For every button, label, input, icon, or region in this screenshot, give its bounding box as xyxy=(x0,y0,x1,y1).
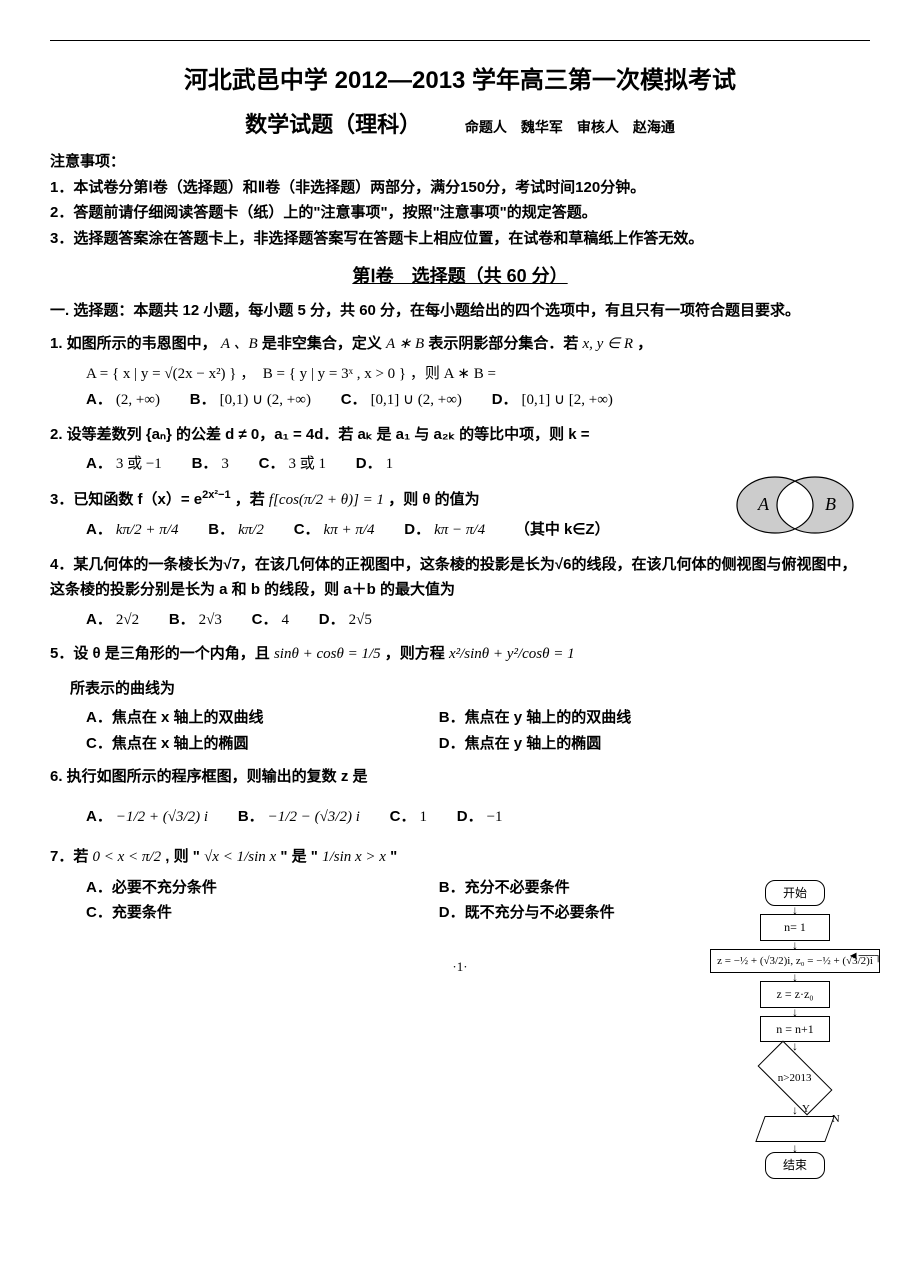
q1-stem: 1. 如图所示的韦恩图中， A 、B 是非空集合，定义 A ∗ B 表示阴影部分… xyxy=(50,331,870,358)
q5-b: ，则方程 xyxy=(385,645,449,662)
q6-opt-d: −1 xyxy=(487,809,503,825)
q2-opt-c: 3 或 1 xyxy=(289,456,327,472)
fc-n-init: n= 1 xyxy=(760,914,830,940)
q5-stem2: 所表示的曲线为 xyxy=(70,676,870,702)
q7-f3: 1/sin x > x xyxy=(322,849,386,865)
q3-b: ，若 xyxy=(235,491,269,508)
q7-d: " xyxy=(390,848,397,865)
q2-opt-b: 3 xyxy=(221,456,229,472)
section1-title: 第Ⅰ卷 选择题（共 60 分） xyxy=(50,261,870,292)
fc-cond-text: n>2013 xyxy=(778,1069,812,1088)
q3-opt-a: kπ/2 + π/4 xyxy=(116,522,179,538)
q3-opt-c: kπ + π/4 xyxy=(324,522,375,538)
fc-arrow-icon: ↓ xyxy=(710,1006,880,1018)
flowchart: 开始 ↓ n= 1 ↓ z = −½ + (√3/2)i, z₀ = −½ + … xyxy=(710,880,880,1179)
q4-options: A．2√2 B．2√3 C．4 D．2√5 xyxy=(86,607,870,634)
q7-opt-c: C．充要条件 xyxy=(86,900,439,926)
q3-opt-b: kπ/2 xyxy=(238,522,264,538)
q2-opt-d: 1 xyxy=(386,456,394,472)
fc-end: 结束 xyxy=(765,1152,825,1178)
authors: 命题人 魏华军 审核人 赵海通 xyxy=(465,117,675,141)
q7-f1: 0 < x < π/2 xyxy=(93,849,162,865)
title-line2: 数学试题（理科） xyxy=(245,106,421,143)
title-row-2: 数学试题（理科） 命题人 魏华军 审核人 赵海通 xyxy=(50,106,870,143)
q7-c: " 是 " xyxy=(280,848,318,865)
q5-opt-b: B．焦点在 y 轴上的的双曲线 xyxy=(439,705,792,731)
notice-heading: 注意事项： xyxy=(50,149,870,175)
notice-2: 2．答题前请仔细阅读答题卡（纸）上的"注意事项"，按照"注意事项"的规定答题。 xyxy=(50,200,870,226)
q1-opt-c: [0,1] ∪ (2, +∞) xyxy=(371,392,462,408)
q5-f2: x²/sinθ + y²/cosθ = 1 xyxy=(449,646,575,662)
q6-opt-a: −1/2 + (√3/2) i xyxy=(116,809,208,825)
q1-opt-a: (2, +∞) xyxy=(116,392,160,408)
venn-diagram: A B xyxy=(720,470,870,540)
q1-text-e: 表示阴影部分集合．若 xyxy=(428,335,582,352)
q1-xy: x, y ∈ R xyxy=(582,336,633,352)
q4-opt-d: 2√5 xyxy=(349,612,372,628)
q7-f2: √x < 1/sin x xyxy=(204,849,276,865)
q3-exp: 2x²−1 xyxy=(202,489,230,501)
fc-output xyxy=(755,1116,834,1142)
notice-3: 3．选择题答案涂在答题卡上，非选择题答案写在答题卡上相应位置，在试卷和草稿纸上作… xyxy=(50,226,870,252)
q2-stem: 2. 设等差数列 {aₙ} 的公差 d ≠ 0，a₁ = 4d．若 aₖ 是 a… xyxy=(50,422,870,448)
q7-opt-a: A．必要不充分条件 xyxy=(86,875,439,901)
q7-b: , 则 " xyxy=(165,848,200,865)
q6-opt-c: 1 xyxy=(420,809,428,825)
q2-opt-a: 3 或 −1 xyxy=(116,456,162,472)
fc-arrow-icon: ↓ xyxy=(710,1040,880,1052)
q5-options: A．焦点在 x 轴上的双曲线B．焦点在 y 轴上的的双曲线 C．焦点在 x 轴上… xyxy=(86,705,870,756)
q7-stem: 7．若 0 < x < π/2 , 则 " √x < 1/sin x " 是 "… xyxy=(50,844,870,871)
q4-opt-b: 2√3 xyxy=(199,612,222,628)
q1-opt-d: [0,1] ∪ [2, +∞) xyxy=(522,392,613,408)
q5-stem: 5．设 θ 是三角形的一个内角，且 sinθ + cosθ = 1/5 ，则方程… xyxy=(50,641,870,668)
q1-ab: A 、B xyxy=(221,336,258,352)
q3-c: ，则 θ 的值为 xyxy=(388,491,479,508)
q1-options: A．(2, +∞) B．[0,1) ∪ (2, +∞) C．[0,1] ∪ (2… xyxy=(86,387,870,414)
q5-opt-a: A．焦点在 x 轴上的双曲线 xyxy=(86,705,439,731)
fc-arrow-icon: ↓Y xyxy=(710,1104,880,1116)
q5-opt-d: D．焦点在 y 轴上的椭圆 xyxy=(439,731,792,757)
q3-opt-d: kπ − π/4 xyxy=(434,522,485,538)
q1-astar: A ∗ B xyxy=(386,336,424,352)
q4-opt-a: 2√2 xyxy=(116,612,139,628)
q1-text-c: 是非空集合，定义 xyxy=(262,335,386,352)
fc-yes-label: Y xyxy=(802,1104,810,1115)
q5-f1: sinθ + cosθ = 1/5 xyxy=(274,646,381,662)
q3-formula: f[cos(π/2 + θ)] = 1 xyxy=(269,492,384,508)
q3-tail: （其中 k∈Z） xyxy=(515,521,610,538)
q6-opt-b: −1/2 − (√3/2) i xyxy=(268,809,360,825)
fc-arrow-icon: ↓ xyxy=(710,904,880,916)
q4-stem: 4．某几何体的一条棱长为√7，在该几何体的正视图中，这条棱的投影是长为√6的线段… xyxy=(50,552,870,603)
q5-opt-c: C．焦点在 x 轴上的椭圆 xyxy=(86,731,439,757)
title-line1: 河北武邑中学 2012—2013 学年高三第一次模拟考试 xyxy=(50,61,870,102)
q1-opt-b: [0,1) ∪ (2, +∞) xyxy=(220,392,311,408)
top-rule xyxy=(50,40,870,41)
q4-opt-c: 4 xyxy=(282,612,290,628)
fc-z-mul: z = z·z₀ xyxy=(760,981,830,1007)
q1-formula: A = { x | y = √(2x − x²) } ， B = { y | y… xyxy=(86,362,870,388)
q6-stem: 6. 执行如图所示的程序框图，则输出的复数 z 是 xyxy=(50,764,870,790)
q1-text-a: 1. 如图所示的韦恩图中， xyxy=(50,335,217,352)
q1-text-g: ， xyxy=(637,335,652,352)
fc-arrow-icon: ↓◄──┐ xyxy=(710,971,880,983)
q3-a: 3．已知函数 f（x）= e xyxy=(50,491,202,508)
notice-1: 1．本试卷分第Ⅰ卷（选择题）和Ⅱ卷（非选择题）两部分，满分150分，考试时间12… xyxy=(50,175,870,201)
venn-b-label: B xyxy=(825,494,836,514)
q6-options: A．−1/2 + (√3/2) i B．−1/2 − (√3/2) i C．1 … xyxy=(86,804,870,831)
fc-arrow-icon: ↓ xyxy=(710,1142,880,1154)
part1-heading: 一. 选择题：本题共 12 小题，每小题 5 分，共 60 分，在每小题给出的四… xyxy=(50,298,870,324)
q5-a: 5．设 θ 是三角形的一个内角，且 xyxy=(50,645,274,662)
q7-a: 7．若 xyxy=(50,848,93,865)
venn-a-label: A xyxy=(757,494,770,514)
